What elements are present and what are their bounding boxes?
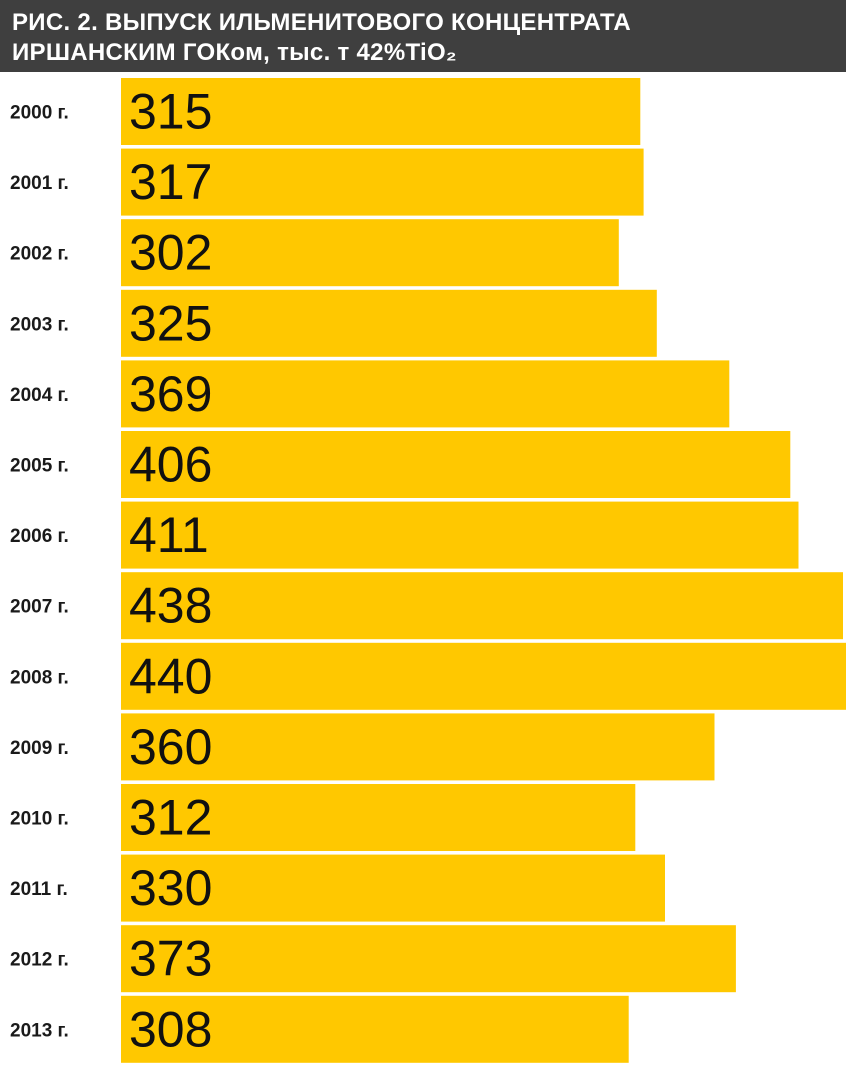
bar-2000 (121, 78, 641, 145)
bar-2010 (121, 784, 636, 851)
category-label: 2010 г. (10, 809, 69, 830)
category-label: 2008 г. (10, 667, 69, 688)
chart-title-line-1: РИС. 2. ВЫПУСК ИЛЬМЕНИТОВОГО КОНЦЕНТРАТА (12, 9, 632, 36)
category-label: 2011 г. (10, 879, 68, 900)
bar-2013 (121, 995, 629, 1063)
bar-2012 (121, 925, 736, 993)
value-label: 373 (129, 931, 212, 987)
category-label: 2009 г. (10, 738, 69, 759)
value-label: 325 (129, 295, 212, 351)
category-label: 2001 г. (10, 173, 69, 194)
category-label: 2005 г. (10, 456, 69, 477)
value-label: 369 (129, 366, 212, 422)
value-label: 317 (129, 154, 212, 210)
bar-2011 (121, 854, 665, 922)
value-label: 312 (129, 790, 212, 846)
category-label: 2013 г. (10, 1020, 69, 1041)
value-label: 302 (129, 225, 212, 281)
chart-title: РИС. 2. ВЫПУСК ИЛЬМЕНИТОВОГО КОНЦЕНТРАТА… (0, 0, 846, 72)
value-label: 360 (129, 719, 212, 775)
category-label: 2002 г. (10, 244, 69, 265)
bar-2002 (121, 219, 619, 287)
bar-2009 (121, 713, 715, 781)
value-label: 308 (129, 1001, 212, 1057)
category-label: 2003 г. (10, 314, 69, 335)
value-label: 406 (129, 437, 212, 493)
category-label: 2004 г. (10, 385, 69, 406)
value-label: 440 (129, 648, 212, 704)
bar-2005 (121, 431, 791, 498)
category-label: 2006 г. (10, 526, 69, 547)
category-label: 2000 г. (10, 103, 69, 124)
value-label: 315 (129, 84, 212, 140)
value-label: 330 (129, 860, 212, 916)
chart-title-line-2: ИРШАНСКИМ ГОКом, тыс. т 42%TiO₂ (12, 39, 457, 66)
bar-2006 (121, 501, 799, 569)
bar-2004 (121, 360, 730, 428)
bar-2003 (121, 289, 657, 357)
value-label: 438 (129, 578, 212, 634)
category-label: 2007 г. (10, 597, 69, 618)
bar-2008 (121, 642, 846, 710)
category-label: 2012 г. (10, 950, 69, 971)
value-label: 411 (129, 507, 209, 563)
bar-2001 (121, 148, 644, 216)
bar-2007 (121, 572, 843, 640)
